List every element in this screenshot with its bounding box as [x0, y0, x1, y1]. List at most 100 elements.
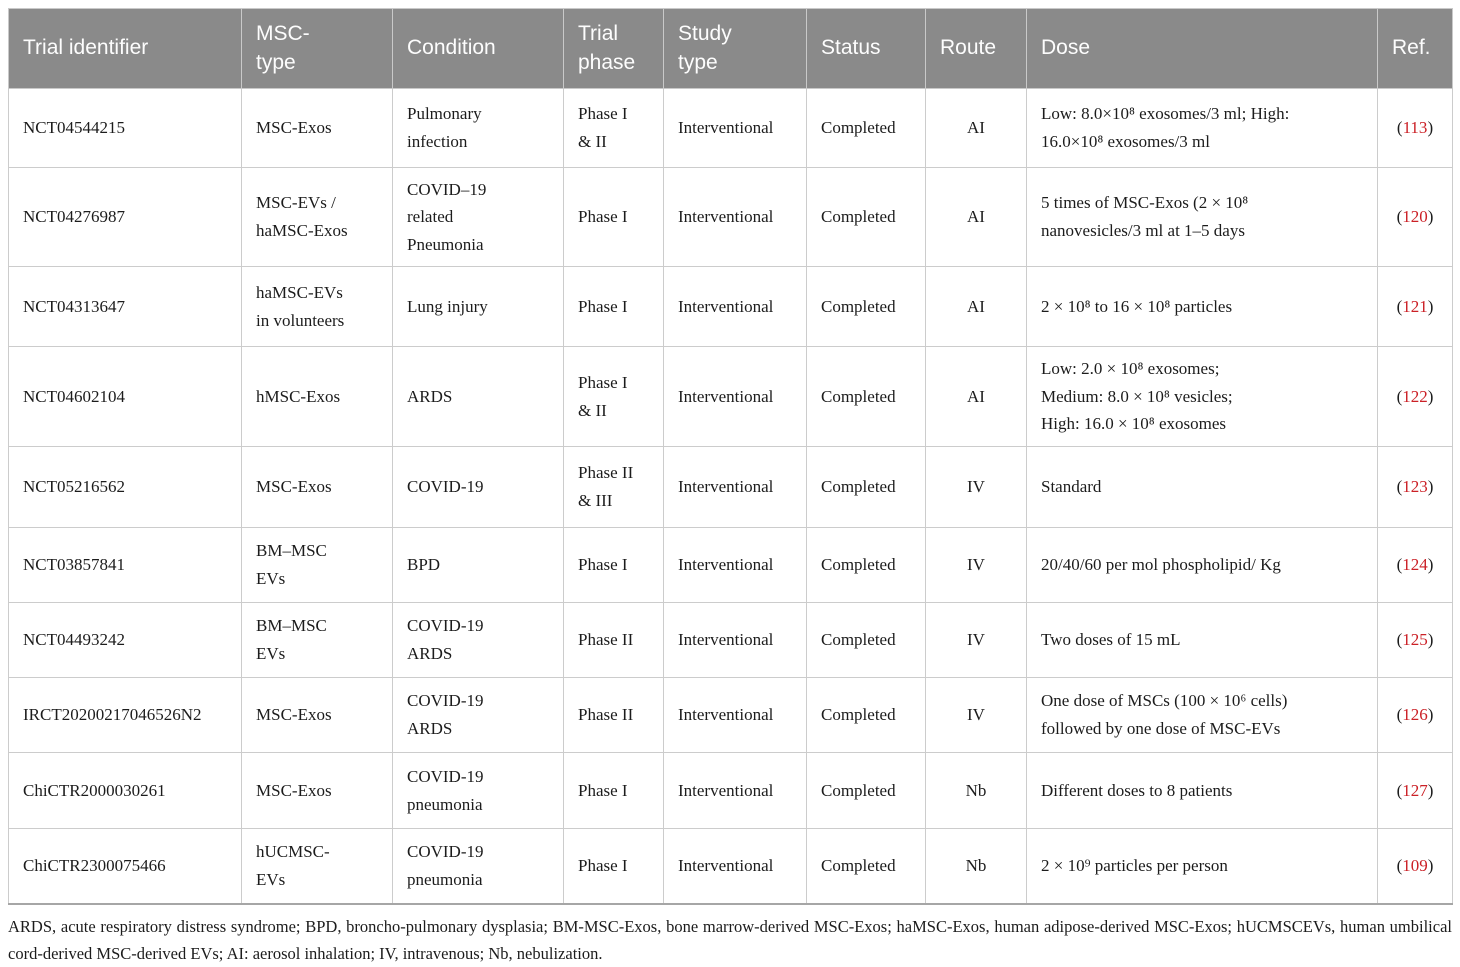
cell-study-type: Interventional: [663, 346, 807, 447]
paren-close: ): [1427, 386, 1434, 406]
table-row: NCT04493242 BM–MSC EVs COVID-19 ARDS Pha…: [8, 602, 1453, 678]
table-row: ChiCTR2000030261 MSC-Exos COVID-19 pneum…: [8, 752, 1453, 829]
paren-close: ): [1427, 555, 1434, 575]
cell-msc-type: haMSC-EVs in volunteers: [241, 266, 393, 347]
cell-study-type: Interventional: [663, 446, 807, 528]
cell-msc-type: MSC-Exos: [241, 446, 393, 528]
citation-link[interactable]: 124: [1402, 555, 1428, 575]
cell-ref: (120): [1377, 167, 1453, 267]
table-row: NCT04544215 MSC-Exos Pulmonary infection…: [8, 88, 1453, 168]
cell-trial-phase: Phase I: [563, 527, 664, 603]
paren-close: ): [1427, 705, 1434, 725]
cell-ref: (127): [1377, 752, 1453, 829]
cell-study-type: Interventional: [663, 602, 807, 678]
cell-trial-phase: Phase I & II: [563, 88, 664, 168]
cell-trial-id: IRCT20200217046526N2: [8, 677, 242, 753]
cell-route: Nb: [925, 828, 1027, 904]
cell-route: IV: [925, 602, 1027, 678]
cell-condition: ARDS: [392, 346, 564, 447]
cell-ref: (123): [1377, 446, 1453, 528]
table-row: NCT04313647 haMSC-EVs in volunteers Lung…: [8, 266, 1453, 347]
cell-trial-id: NCT05216562: [8, 446, 242, 528]
cell-dose: 2 × 10⁹ particles per person: [1026, 828, 1378, 904]
cell-study-type: Interventional: [663, 88, 807, 168]
cell-status: Completed: [806, 602, 926, 678]
cell-ref: (109): [1377, 828, 1453, 904]
cell-status: Completed: [806, 752, 926, 829]
cell-trial-id: NCT04493242: [8, 602, 242, 678]
cell-ref: (121): [1377, 266, 1453, 347]
paren-open: (: [1396, 118, 1403, 138]
cell-ref: (122): [1377, 346, 1453, 447]
cell-trial-phase: Phase II & III: [563, 446, 664, 528]
cell-dose: 5 times of MSC-Exos (2 × 10⁸ nanovesicle…: [1026, 167, 1378, 267]
cell-dose: Two doses of 15 mL: [1026, 602, 1378, 678]
column-header-route: Route: [925, 8, 1027, 89]
paren-close: ): [1427, 855, 1434, 875]
paren-close: ): [1427, 477, 1434, 497]
paren-open: (: [1396, 630, 1403, 650]
cell-ref: (125): [1377, 602, 1453, 678]
cell-trial-id: ChiCTR2000030261: [8, 752, 242, 829]
table-row: NCT04602104 hMSC-Exos ARDS Phase I & II …: [8, 346, 1453, 447]
cell-trial-phase: Phase I: [563, 752, 664, 829]
citation-link[interactable]: 127: [1402, 780, 1428, 800]
header-row: Trial identifier MSC- type Condition Tri…: [8, 8, 1453, 89]
table-row: ChiCTR2300075466 hUCMSC- EVs COVID-19 pn…: [8, 828, 1453, 904]
cell-msc-type: hMSC-Exos: [241, 346, 393, 447]
citation-link[interactable]: 120: [1402, 207, 1428, 227]
cell-condition: BPD: [392, 527, 564, 603]
paren-open: (: [1396, 296, 1403, 316]
cell-route: AI: [925, 346, 1027, 447]
cell-msc-type: BM–MSC EVs: [241, 602, 393, 678]
citation-link[interactable]: 126: [1402, 705, 1428, 725]
citation-link[interactable]: 122: [1402, 386, 1428, 406]
cell-trial-id: NCT04602104: [8, 346, 242, 447]
cell-study-type: Interventional: [663, 167, 807, 267]
paren-open: (: [1396, 555, 1403, 575]
table-header: Trial identifier MSC- type Condition Tri…: [8, 8, 1453, 89]
column-header-trial-identifier: Trial identifier: [8, 8, 242, 89]
paren-open: (: [1396, 477, 1403, 497]
cell-dose: 2 × 10⁸ to 16 × 10⁸ particles: [1026, 266, 1378, 347]
citation-link[interactable]: 109: [1402, 855, 1428, 875]
cell-trial-phase: Phase II: [563, 602, 664, 678]
paren-close: ): [1427, 207, 1434, 227]
cell-condition: COVID-19 ARDS: [392, 602, 564, 678]
column-header-study-type: Study type: [663, 8, 807, 89]
cell-trial-phase: Phase I & II: [563, 346, 664, 447]
cell-trial-phase: Phase I: [563, 167, 664, 267]
citation-link[interactable]: 125: [1402, 630, 1428, 650]
cell-condition: COVID–19 related Pneumonia: [392, 167, 564, 267]
column-header-dose: Dose: [1026, 8, 1378, 89]
cell-status: Completed: [806, 828, 926, 904]
citation-link[interactable]: 121: [1402, 296, 1428, 316]
cell-ref: (113): [1377, 88, 1453, 168]
citation-link[interactable]: 113: [1402, 118, 1428, 138]
column-header-condition: Condition: [392, 8, 564, 89]
cell-route: IV: [925, 446, 1027, 528]
table-body: NCT04544215 MSC-Exos Pulmonary infection…: [8, 88, 1453, 904]
cell-study-type: Interventional: [663, 828, 807, 904]
paren-close: ): [1427, 118, 1434, 138]
cell-msc-type: BM–MSC EVs: [241, 527, 393, 603]
cell-study-type: Interventional: [663, 677, 807, 753]
paren-open: (: [1396, 705, 1403, 725]
cell-route: Nb: [925, 752, 1027, 829]
cell-trial-phase: Phase II: [563, 677, 664, 753]
cell-status: Completed: [806, 266, 926, 347]
cell-status: Completed: [806, 527, 926, 603]
cell-study-type: Interventional: [663, 527, 807, 603]
cell-route: AI: [925, 88, 1027, 168]
citation-link[interactable]: 123: [1402, 477, 1428, 497]
cell-dose: One dose of MSCs (100 × 10⁶ cells) follo…: [1026, 677, 1378, 753]
cell-route: AI: [925, 266, 1027, 347]
cell-route: AI: [925, 167, 1027, 267]
column-header-msc-type: MSC- type: [241, 8, 393, 89]
paren-open: (: [1396, 386, 1403, 406]
cell-status: Completed: [806, 446, 926, 528]
paren-close: ): [1427, 296, 1434, 316]
cell-condition: COVID-19 pneumonia: [392, 828, 564, 904]
cell-dose: Different doses to 8 patients: [1026, 752, 1378, 829]
cell-trial-id: NCT03857841: [8, 527, 242, 603]
